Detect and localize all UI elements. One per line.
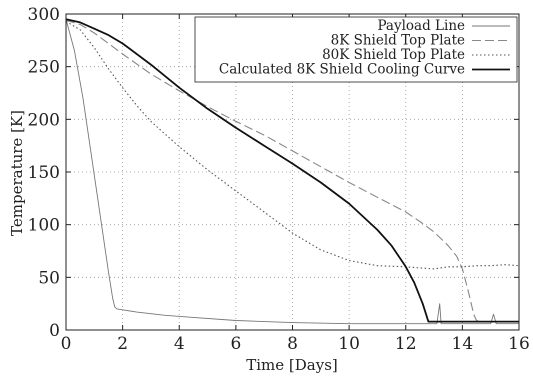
series-line-2 <box>65 19 519 323</box>
x-axis-label: Time [Days] <box>246 356 338 374</box>
y-axis-label: Temperature [K] <box>8 110 26 236</box>
x-tick-label: 16 <box>508 334 530 354</box>
legend-label: 80K Shield Top Plate <box>322 47 465 63</box>
y-tick-label: 100 <box>28 216 60 236</box>
series-layer <box>65 18 520 325</box>
y-tick-label: 0 <box>49 321 60 341</box>
y-tick-label: 200 <box>28 110 60 130</box>
axis-ticks: 0 2 4 6 8 10 12 14 16 0 50 100 150 200 250 300 <box>28 5 530 354</box>
series-line-3 <box>65 20 520 270</box>
y-tick-label: 300 <box>28 5 60 25</box>
y-tick-label: 50 <box>38 268 60 288</box>
y-tick-label: 150 <box>28 163 60 183</box>
x-tick-label: 4 <box>174 334 185 354</box>
legend-label: Payload Line <box>377 18 465 34</box>
legend-box <box>194 16 518 83</box>
legend-label: 8K Shield Top Plate <box>331 33 465 49</box>
series-line-1 <box>65 19 519 325</box>
x-tick-label: 2 <box>117 334 128 354</box>
series-line-4 <box>65 18 519 323</box>
x-tick-label: 8 <box>287 334 298 354</box>
x-tick-label: 10 <box>338 334 360 354</box>
x-tick-label: 14 <box>452 334 474 354</box>
x-tick-label: 12 <box>395 334 417 354</box>
x-tick-label: 0 <box>61 334 72 354</box>
legend-label: Calculated 8K Shield Cooling Curve <box>219 62 465 78</box>
x-tick-label: 6 <box>230 334 241 354</box>
y-tick-label: 250 <box>28 58 60 78</box>
